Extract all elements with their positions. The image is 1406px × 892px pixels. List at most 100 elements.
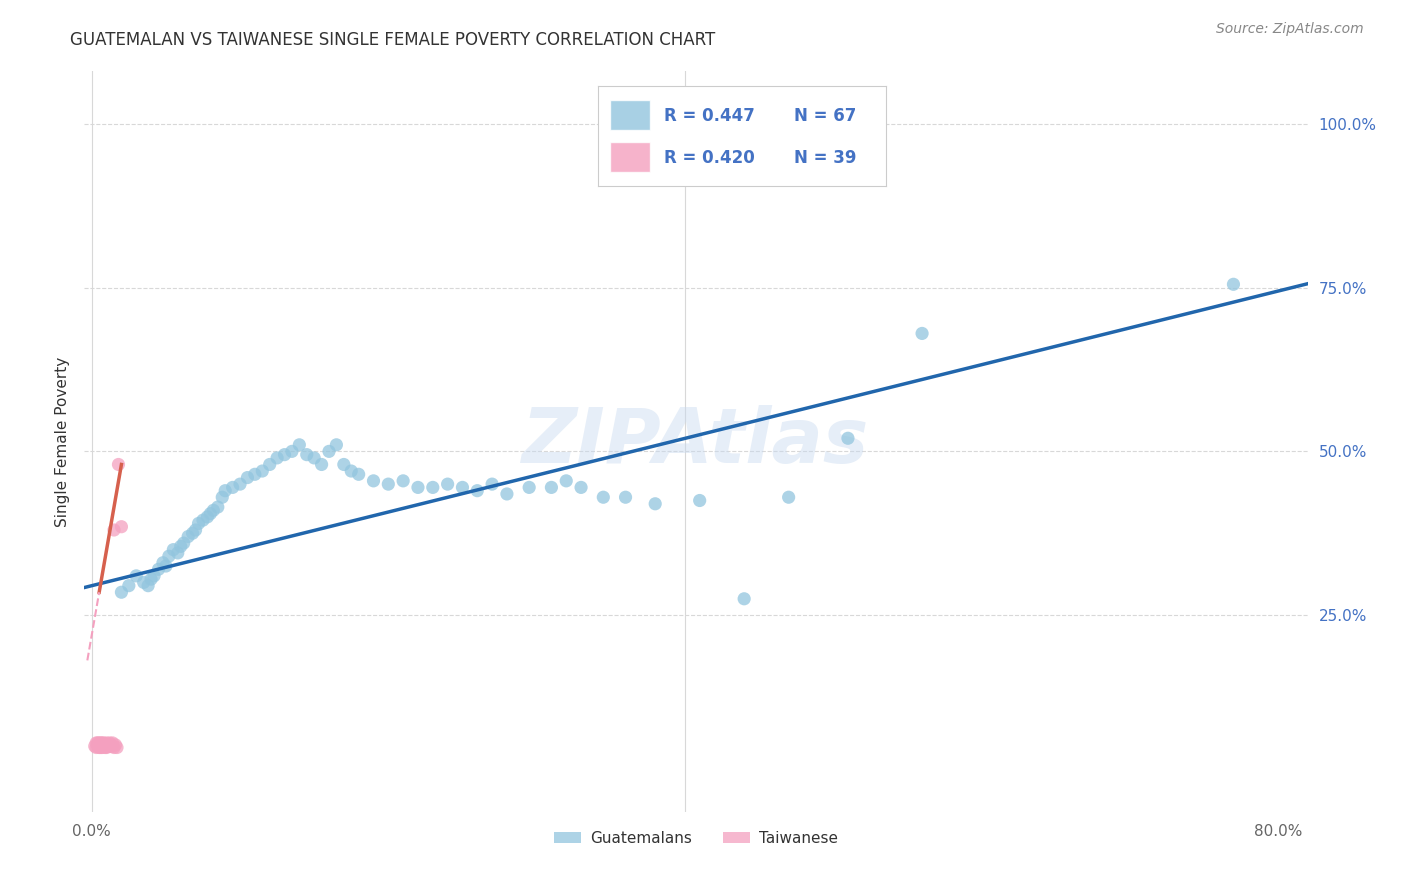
Point xyxy=(83,739,105,754)
Point xyxy=(105,740,128,755)
Point xyxy=(211,490,233,504)
Point xyxy=(318,444,340,458)
Point xyxy=(422,480,444,494)
Point xyxy=(837,431,859,445)
Point xyxy=(101,736,124,750)
Point xyxy=(89,740,111,755)
Point xyxy=(778,490,800,504)
Point xyxy=(333,458,356,472)
Point xyxy=(569,480,592,494)
Point xyxy=(157,549,180,564)
Point xyxy=(93,739,115,754)
Point xyxy=(91,739,114,754)
Point xyxy=(733,591,755,606)
Point xyxy=(86,736,108,750)
Point xyxy=(302,450,325,465)
Point xyxy=(103,740,125,755)
Point xyxy=(377,477,399,491)
Point xyxy=(200,507,222,521)
Point xyxy=(592,490,614,504)
Point xyxy=(436,477,458,491)
Point xyxy=(110,519,132,533)
Point xyxy=(94,740,117,755)
Point xyxy=(90,738,112,752)
Point xyxy=(496,487,519,501)
Point xyxy=(90,736,112,750)
Point xyxy=(288,438,311,452)
Point xyxy=(132,575,155,590)
Point xyxy=(170,540,193,554)
Point xyxy=(325,438,347,452)
Point xyxy=(392,474,415,488)
Point xyxy=(187,516,209,531)
Point xyxy=(517,480,540,494)
Point xyxy=(100,739,122,754)
Point xyxy=(229,477,252,491)
Point xyxy=(107,458,129,472)
Point xyxy=(143,569,166,583)
Point xyxy=(91,736,114,750)
Point xyxy=(236,470,259,484)
Point xyxy=(295,448,318,462)
Point xyxy=(214,483,236,498)
Point xyxy=(644,497,666,511)
Point xyxy=(273,448,295,462)
Point xyxy=(98,736,121,750)
Point xyxy=(197,509,219,524)
Point xyxy=(100,738,122,752)
Point xyxy=(90,740,112,755)
Point xyxy=(89,738,111,752)
Point xyxy=(555,474,578,488)
Text: ZIPAtlas: ZIPAtlas xyxy=(522,405,870,478)
Point xyxy=(221,480,243,494)
Point xyxy=(96,736,118,750)
Point xyxy=(84,740,107,755)
Text: GUATEMALAN VS TAIWANESE SINGLE FEMALE POVERTY CORRELATION CHART: GUATEMALAN VS TAIWANESE SINGLE FEMALE PO… xyxy=(70,31,716,49)
Point xyxy=(94,739,117,754)
Point xyxy=(84,736,107,750)
Point xyxy=(1222,277,1244,292)
Point xyxy=(104,738,127,752)
Point xyxy=(89,739,111,754)
Point xyxy=(86,739,108,754)
Point xyxy=(155,559,177,574)
Point xyxy=(614,490,637,504)
Point xyxy=(202,503,225,517)
Point xyxy=(103,523,125,537)
Point xyxy=(86,738,108,752)
Point xyxy=(252,464,274,478)
Point xyxy=(139,572,162,586)
Point xyxy=(148,562,170,576)
Y-axis label: Single Female Poverty: Single Female Poverty xyxy=(55,357,70,526)
Point xyxy=(481,477,503,491)
Point xyxy=(89,736,111,750)
Point xyxy=(451,480,474,494)
Point xyxy=(181,526,204,541)
Point xyxy=(173,536,195,550)
Point xyxy=(96,740,118,755)
Text: Source: ZipAtlas.com: Source: ZipAtlas.com xyxy=(1216,22,1364,37)
Point xyxy=(177,530,200,544)
Point xyxy=(97,738,120,752)
Point xyxy=(90,739,112,754)
Point xyxy=(266,450,288,465)
Point xyxy=(259,458,281,472)
Point xyxy=(184,523,207,537)
Point xyxy=(465,483,488,498)
Point xyxy=(166,546,188,560)
Point xyxy=(110,585,132,599)
Point xyxy=(118,579,141,593)
Point xyxy=(191,513,214,527)
Point xyxy=(281,444,304,458)
Point xyxy=(911,326,934,341)
Point xyxy=(689,493,711,508)
Point xyxy=(162,542,184,557)
Point xyxy=(91,740,114,755)
Point xyxy=(93,736,115,750)
Point xyxy=(98,739,121,754)
Point xyxy=(347,467,370,482)
Point xyxy=(96,738,118,752)
Point xyxy=(97,739,120,754)
Point xyxy=(243,467,266,482)
Point xyxy=(363,474,385,488)
